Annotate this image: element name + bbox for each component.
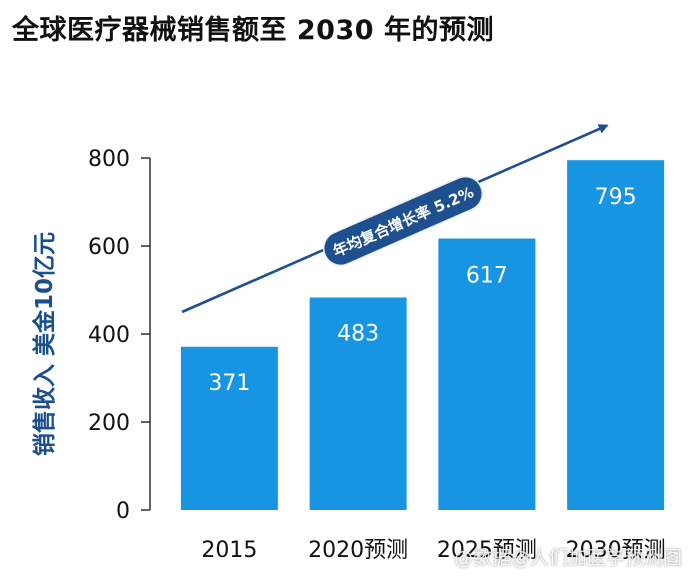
chart-title: 全球医疗器械销售额至 2030 年的预测 (12, 15, 494, 46)
y-tick-label: 600 (88, 235, 130, 260)
y-axis-title: 销售收入 美金10亿元 (31, 232, 58, 456)
x-category-label: 2025预测 (437, 538, 537, 563)
watermark-text: @数据@人们加医学预测图 (453, 547, 682, 569)
x-category-label: 2015 (201, 538, 257, 563)
y-tick-label: 400 (88, 323, 130, 348)
y-tick-label: 800 (88, 147, 130, 172)
y-tick-label: 0 (116, 499, 130, 524)
bar-value-label: 617 (466, 264, 508, 289)
bar (180, 346, 278, 510)
bar-value-label: 795 (595, 185, 637, 210)
bar (309, 297, 407, 510)
bar-value-label: 483 (337, 321, 379, 346)
bar (438, 238, 536, 510)
x-category-label: 2020预测 (308, 538, 408, 563)
bar-value-label: 371 (208, 371, 250, 396)
y-tick-label: 200 (88, 411, 130, 436)
bar (567, 160, 665, 510)
x-category-label: 2030预测 (566, 538, 666, 563)
badge-background (322, 175, 484, 267)
